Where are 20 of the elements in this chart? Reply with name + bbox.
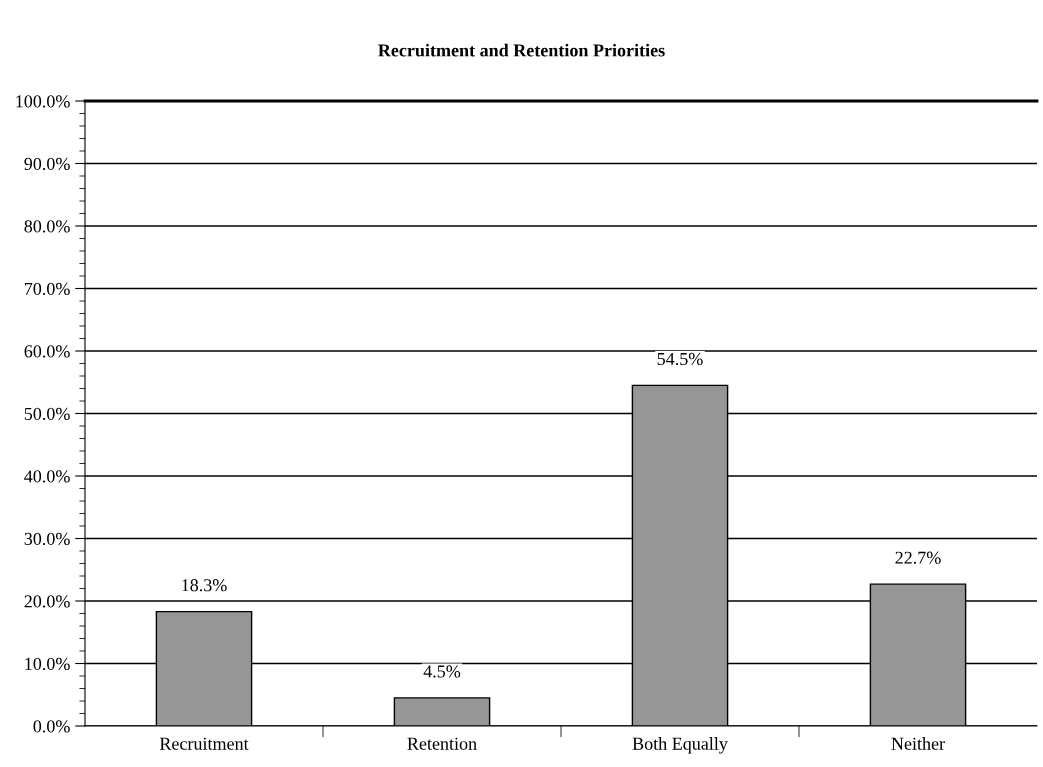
y-tick-label: 10.0% [25,657,70,671]
y-tick-label: 90.0% [24,157,70,171]
chart-title: Recruitment and Retention Priorities [378,43,665,57]
data-label: 54.5% [657,352,703,366]
y-tick-label: 40.0% [24,470,70,483]
x-tick-label: Recruitment [159,737,249,750]
x-tick-label: Both Equally [632,737,728,754]
y-tick-label: 20.0% [24,595,70,608]
data-label: 22.7% [895,551,941,564]
y-tick-label: 30.0% [24,532,70,546]
x-tick-label: Retention [407,737,477,750]
y-tick-label: 70.0% [24,282,70,296]
y-tick-label: 0.0% [33,720,70,733]
y-tick-label: 60.0% [24,345,70,358]
y-tick-label: 100.0% [16,95,70,108]
data-label: 18.3% [182,579,227,592]
x-tick-label: Neither [891,737,945,750]
y-tick-label: 80.0% [24,220,70,233]
y-tick-label: 50.0% [24,407,70,421]
data-label: 4.5% [423,665,461,678]
